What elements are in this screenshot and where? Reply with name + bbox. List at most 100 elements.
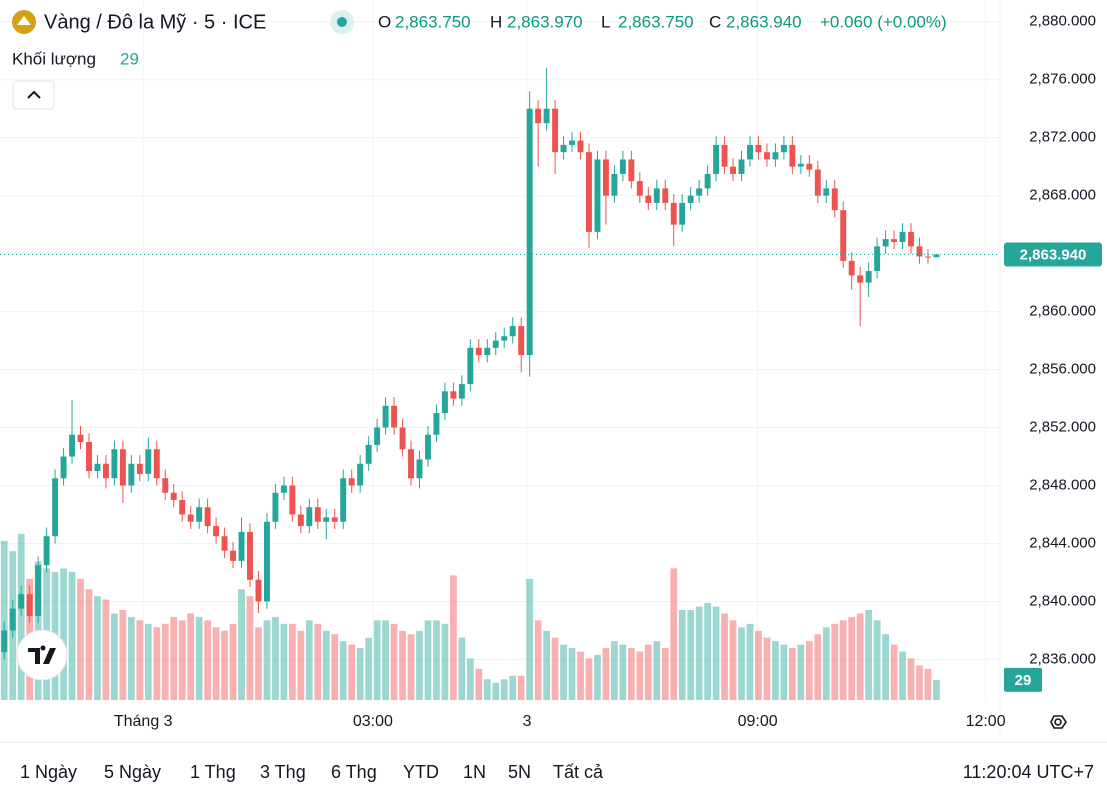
volume-bar	[204, 620, 212, 700]
candle-body	[170, 492, 177, 500]
last-price-box	[1004, 242, 1102, 267]
volume-bar	[17, 533, 25, 700]
volume-bar	[619, 644, 627, 700]
candle-body	[806, 163, 813, 170]
candle-body	[713, 144, 720, 174]
candle-body	[238, 531, 245, 561]
ohlc-key: H	[490, 12, 502, 31]
volume-bar	[255, 627, 262, 700]
volume-bar	[170, 616, 178, 700]
volume-bar	[111, 613, 118, 700]
volume-bar	[238, 589, 245, 700]
candle-body	[738, 159, 745, 174]
volume-bar	[865, 610, 873, 700]
y-tick-label: 2,868.000	[1029, 187, 1096, 204]
symbol-title[interactable]: Vàng / Đô la Mỹ · 5 · ICE	[44, 11, 266, 33]
range-button[interactable]: 1N	[463, 762, 486, 782]
candle-body	[696, 188, 703, 196]
candle-body	[26, 594, 33, 616]
volume-bar	[721, 613, 728, 700]
volume-bar	[263, 620, 271, 700]
candle-body	[704, 173, 711, 189]
axes: 2,836.000 2,840.000 2,844.000 2,848.000 2,85…	[0, 13, 1102, 730]
brand-logo[interactable]	[16, 629, 68, 681]
candle-body	[102, 463, 109, 479]
candle-body	[179, 500, 186, 515]
volume-bar	[772, 641, 779, 700]
ohlc-legend: O 2,863.750 H 2,863.970 L 2,863.750 C 2,863.940	[378, 12, 802, 31]
candle-body	[636, 181, 643, 196]
candle-body	[721, 144, 728, 167]
volume-bar	[60, 568, 67, 700]
candle-body	[441, 391, 448, 414]
candle-body	[645, 195, 652, 203]
candle-body	[543, 108, 550, 124]
volume-bar	[585, 658, 593, 700]
ohlc-key: C	[709, 12, 721, 31]
volume-bar	[907, 658, 915, 700]
volume-bar	[339, 641, 347, 700]
candle-body	[823, 188, 830, 196]
volume-bar	[797, 644, 805, 700]
x-tick-label: 03:00	[353, 713, 393, 730]
candle-body	[594, 159, 601, 232]
candle-body	[874, 246, 881, 272]
range-button[interactable]: 6 Thg	[331, 762, 377, 782]
candle-body	[433, 413, 440, 435]
candle-body	[35, 565, 42, 616]
volume-bar	[788, 648, 796, 700]
volume-bar	[136, 620, 144, 700]
candle-body	[569, 140, 575, 145]
range-button[interactable]: 3 Thg	[260, 762, 306, 782]
volume-bar	[602, 648, 610, 700]
candle-body	[204, 507, 211, 527]
range-button[interactable]: 5N	[508, 762, 531, 782]
volume-bar	[399, 630, 406, 700]
candle-body	[255, 579, 262, 602]
clock[interactable]: 11:20:04 UTC+7	[963, 762, 1094, 782]
volume-bar	[873, 620, 881, 700]
volume-legend: 29	[120, 49, 139, 68]
candle-body	[399, 427, 406, 450]
candle-body	[730, 166, 737, 174]
volume-bar	[738, 627, 745, 700]
volume-bar	[755, 630, 762, 700]
y-tick-label: 2,880.000	[1029, 13, 1096, 30]
candle-body	[416, 459, 423, 479]
brand-logo-mark	[28, 648, 56, 664]
candle-body	[391, 405, 398, 428]
volume-bar	[534, 620, 542, 700]
volume-bar	[407, 634, 415, 700]
candle-body	[467, 347, 474, 385]
volume-bar	[331, 634, 339, 700]
volume-bar	[856, 613, 864, 700]
volume-bar	[509, 675, 517, 700]
volume-bar	[924, 668, 932, 700]
range-button[interactable]: 5 Ngày	[104, 762, 161, 782]
volume-bar	[814, 634, 822, 700]
range-button[interactable]: 1 Thg	[190, 762, 236, 782]
candle-body	[289, 485, 296, 515]
range-button[interactable]: Tất cả	[553, 762, 604, 782]
volume-bar	[433, 620, 440, 700]
settings-icon-center	[1054, 718, 1062, 726]
volume-bar	[314, 623, 322, 700]
price-change: +0.060 (+0.00%)	[820, 12, 947, 31]
candle-body	[43, 536, 50, 566]
range-button[interactable]: YTD	[403, 762, 439, 782]
settings-button[interactable]	[1050, 715, 1067, 729]
volume-bar	[77, 578, 84, 700]
collapse-icon	[27, 90, 41, 99]
candle-body	[153, 449, 160, 479]
volume-bar	[322, 630, 330, 700]
volume-bar	[517, 675, 525, 700]
candle-body	[331, 517, 338, 522]
brand-logo-dot	[40, 645, 46, 651]
volume-bar	[458, 637, 466, 700]
collapse-button[interactable]	[12, 80, 55, 110]
candle-body	[69, 434, 75, 457]
ohlc-key: L	[601, 12, 610, 31]
range-button[interactable]: 1 Ngày	[20, 762, 77, 782]
volume-bar	[127, 616, 135, 700]
